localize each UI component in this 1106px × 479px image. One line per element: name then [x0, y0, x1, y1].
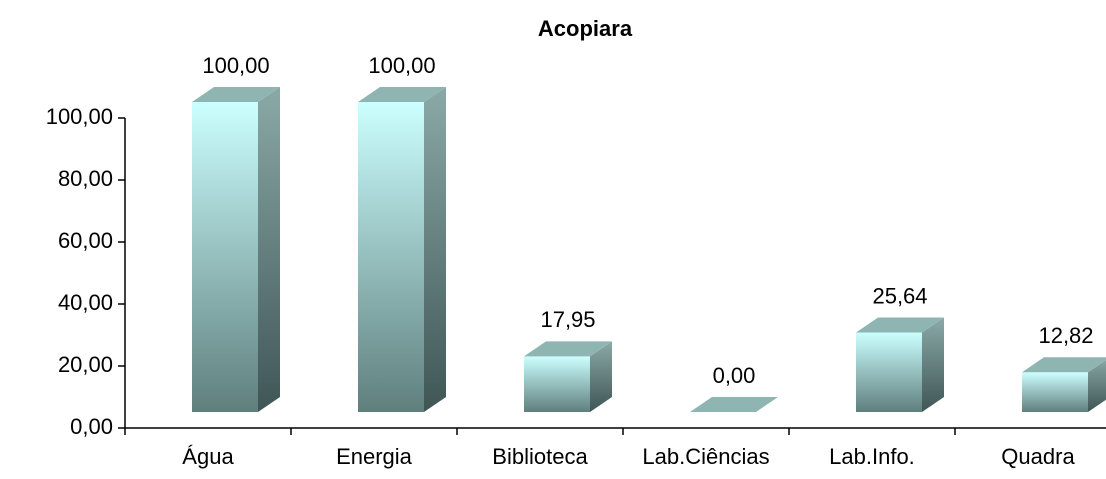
value-label: 100,00 — [202, 53, 269, 78]
bar-side — [424, 87, 446, 412]
bar-top — [358, 87, 446, 102]
y-tick-label: 20,00 — [58, 352, 113, 377]
bar-top — [690, 397, 778, 412]
value-label: 100,00 — [368, 53, 435, 78]
bar-top — [192, 87, 280, 102]
bar-side — [258, 87, 280, 412]
bar — [856, 317, 944, 412]
x-tick-label: Lab.Info. — [829, 444, 915, 469]
y-tick-label: 60,00 — [58, 228, 113, 253]
bar-front — [358, 102, 424, 412]
bar-top — [1022, 357, 1106, 373]
bar — [358, 87, 446, 412]
x-tick-label: Quadra — [1001, 444, 1075, 469]
x-tick-label: Energia — [336, 444, 413, 469]
bar-side — [590, 341, 612, 412]
x-tick-label: Água — [182, 444, 234, 469]
chart-title: Acopiara — [538, 16, 633, 41]
bar — [524, 341, 612, 412]
y-tick-label: 0,00 — [70, 414, 113, 439]
bar-top — [856, 317, 944, 333]
value-label: 12,82 — [1038, 323, 1093, 348]
bar-side — [922, 317, 944, 412]
y-tick-label: 40,00 — [58, 290, 113, 315]
bar-front — [856, 332, 922, 412]
bar — [192, 87, 280, 412]
x-tick-label: Lab.Ciências — [642, 444, 769, 469]
y-tick-label: 80,00 — [58, 166, 113, 191]
bar-side — [1088, 359, 1106, 412]
value-label: 17,95 — [540, 307, 595, 332]
value-label: 0,00 — [713, 363, 756, 388]
bar-top — [524, 341, 612, 357]
bar-front — [192, 102, 258, 412]
bar — [1022, 357, 1106, 412]
bar — [690, 397, 778, 412]
bar-front — [1022, 372, 1088, 412]
y-tick-label: 100,00 — [46, 104, 113, 129]
bar-front — [524, 356, 590, 412]
value-label: 25,64 — [872, 283, 927, 308]
x-tick-label: Biblioteca — [492, 444, 588, 469]
